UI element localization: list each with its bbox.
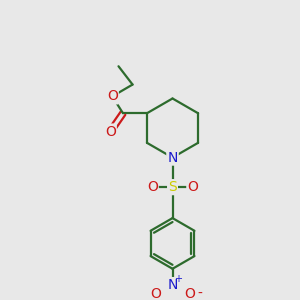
Text: O: O — [105, 124, 116, 139]
Text: +: + — [174, 274, 182, 284]
Text: N: N — [167, 151, 178, 165]
Text: O: O — [150, 286, 161, 300]
Text: N: N — [167, 278, 178, 292]
Text: S: S — [168, 180, 177, 194]
Text: O: O — [187, 180, 198, 194]
Text: O: O — [147, 180, 158, 194]
Text: O: O — [107, 89, 118, 103]
Text: -: - — [198, 286, 203, 300]
Text: O: O — [184, 286, 195, 300]
